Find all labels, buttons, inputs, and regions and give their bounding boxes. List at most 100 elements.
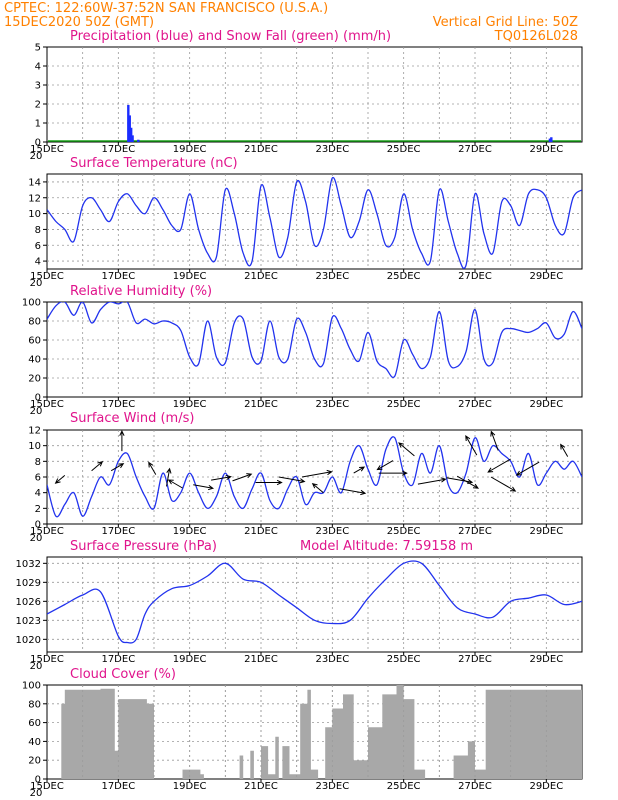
precip-xtick-label: 23DEC (315, 144, 349, 155)
header-model-code: TQ0126L028 (494, 29, 578, 44)
humidity-ytick-label: 20 (28, 374, 41, 385)
temperature-ytick-label: 10 (28, 209, 41, 220)
humidity-ytick-label: 40 (28, 355, 41, 366)
wind-arrow (54, 475, 66, 484)
cloud-ytick-label: 60 (28, 718, 41, 729)
wind-series-line (47, 436, 582, 518)
humidity-ytick-label: 0 (35, 393, 41, 404)
temperature-xtick-label: 25DEC (387, 271, 421, 282)
wind-ytick-label: 0 (35, 520, 41, 531)
pressure-xtick-label: 23DEC (315, 654, 349, 665)
wind-arrow (465, 434, 478, 456)
cloud-ytick-label: 40 (28, 737, 41, 748)
wind-ytick-label: 12 (28, 426, 41, 437)
temperature-xtick-label: 19DEC (173, 271, 207, 282)
pressure-xtick-label: 21DEC (244, 654, 278, 665)
header-grid-note: Vertical Grid Line: 50Z (433, 15, 578, 30)
humidity-xtick-label: 25DEC (387, 399, 421, 410)
temperature-ytick-label: 6 (35, 241, 41, 252)
cloud-year-stub: 20 (30, 788, 43, 799)
wind-arrow (376, 460, 394, 471)
precip-bar (129, 127, 133, 142)
wind-xtick-label: 23DEC (315, 526, 349, 537)
wind-arrow (487, 458, 511, 473)
pressure-xtick-label: 25DEC (387, 654, 421, 665)
wind-xtick-label: 17DEC (101, 526, 135, 537)
wind-arrow (417, 477, 447, 485)
wind-arrow (301, 469, 333, 478)
temperature-ytick-label: 12 (28, 193, 41, 204)
humidity-xtick-label: 23DEC (315, 399, 349, 410)
temperature-year-stub: 20 (30, 278, 43, 289)
temperature-xtick-label: 17DEC (101, 271, 135, 282)
cloud-xtick-label: 29DEC (529, 781, 563, 792)
wind-arrow (232, 473, 253, 482)
precip-xtick-label: 27DEC (458, 144, 492, 155)
precip-bar (131, 135, 134, 142)
precip-ytick-label: 0 (35, 138, 41, 149)
wind-ytick-label: 4 (35, 488, 41, 499)
precip-panel: 0 1 2 3 4 5 15DEC 17DEC 19DEC 21DEC 23DEC 25DEC 27DE… (30, 43, 583, 162)
cloud-xtick-label: 19DEC (173, 781, 207, 792)
humidity-frame (46, 301, 583, 398)
temperature-ytick-label: 8 (35, 225, 41, 236)
wind-arrow (110, 463, 125, 472)
wind-arrow (255, 479, 283, 486)
precip-panel-title: Precipitation (blue) and Snow Fall (gree… (70, 29, 391, 44)
wind-xtick-label: 19DEC (173, 526, 207, 537)
temperature-xtick-label: 27DEC (458, 271, 492, 282)
humidity-series-line (47, 302, 582, 378)
wind-arrow (456, 475, 480, 489)
humidity-xtick-label: 27DEC (458, 399, 492, 410)
cloud-xtick-label: 25DEC (387, 781, 421, 792)
precip-ytick-label: 1 (35, 119, 41, 130)
pressure-frame (46, 556, 583, 653)
wind-arrow (490, 476, 517, 492)
precip-xtick-label: 21DEC (244, 144, 278, 155)
humidity-panel: 0 20 40 60 80 100 15DEC 17DEC 19DEC 21DEC 23DEC 25D… (22, 298, 583, 417)
pressure-ytick-label: 1029 (16, 578, 41, 589)
wind-arrow (148, 461, 157, 475)
wind-arrow (119, 429, 125, 452)
precip-xtick-label: 29DEC (529, 144, 563, 155)
wind-arrow (560, 443, 569, 457)
temperature-ytick-label: 14 (28, 177, 41, 188)
precip-frame (46, 46, 583, 143)
cloud-panel-title: Cloud Cover (%) (70, 667, 176, 682)
wind-xtick-label: 25DEC (387, 526, 421, 537)
wind-xtick-label: 21DEC (244, 526, 278, 537)
precip-ytick-label: 5 (35, 43, 41, 54)
pressure-series-line (47, 560, 582, 644)
cloud-ytick-label: 100 (22, 681, 41, 692)
wind-arrow (311, 482, 324, 494)
wind-arrow (211, 474, 232, 481)
pressure-xtick-label: 15DEC (30, 654, 64, 665)
pressure-xtick-label: 29DEC (529, 654, 563, 665)
wind-arrow (339, 488, 367, 496)
precip-ytick-label: 3 (35, 81, 41, 92)
wind-arrow (490, 430, 499, 451)
model-altitude-label: Model Altitude: 7.59158 m (300, 539, 473, 554)
wind-year-stub: 20 (30, 533, 43, 544)
cloud-panel: 0 20 40 60 80 100 15DEC 17DEC 19DEC 21DEC 23DEC 25D… (22, 681, 583, 799)
precip-xtick-label: 15DEC (30, 144, 64, 155)
pressure-xtick-label: 17DEC (101, 654, 135, 665)
header-run-time: 15DEC2020 50Z (GMT) (4, 15, 154, 30)
temperature-frame (46, 173, 583, 270)
precip-bar (548, 138, 552, 142)
pressure-xtick-label: 27DEC (458, 654, 492, 665)
precip-ytick-label: 4 (35, 62, 41, 73)
precip-xtick-label: 17DEC (101, 144, 135, 155)
wind-arrow (91, 460, 104, 472)
pressure-ytick-label: 1032 (16, 559, 41, 570)
pressure-panel: 1020 1023 1026 1029 1032 15DEC 17DEC 19DEC 21DEC… (16, 556, 583, 672)
pressure-year-stub: 20 (30, 661, 43, 672)
precip-xtick-label: 19DEC (173, 144, 207, 155)
precip-xtick-label: 25DEC (387, 144, 421, 155)
wind-arrow (353, 466, 366, 474)
wind-arrow (398, 442, 415, 457)
wind-ytick-label: 8 (35, 457, 41, 468)
humidity-xtick-label: 29DEC (529, 399, 563, 410)
precip-ytick-label: 2 (35, 100, 41, 111)
humidity-xtick-label: 21DEC (244, 399, 278, 410)
